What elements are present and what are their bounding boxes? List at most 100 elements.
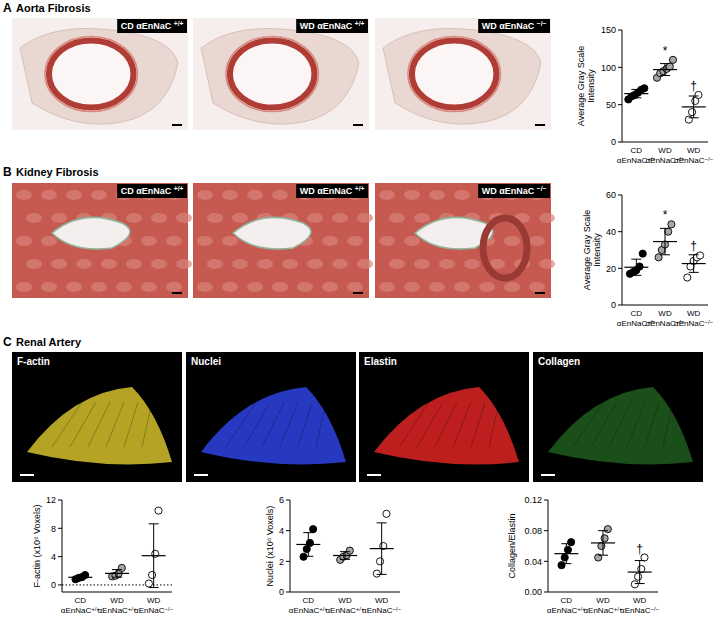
texture	[307, 213, 323, 223]
chart: 0204060Average Gray ScaleIntensityCDαEnN…	[582, 190, 714, 328]
texture	[332, 213, 348, 223]
texture	[454, 190, 470, 200]
error-cap	[561, 543, 571, 544]
micrograph	[186, 352, 356, 482]
texture	[307, 259, 323, 269]
category-line: WD	[687, 146, 701, 155]
texture	[332, 259, 348, 269]
error-bar	[689, 255, 699, 273]
error-cap	[561, 563, 571, 564]
texture	[70, 402, 96, 447]
y-tick-label: 0	[611, 300, 616, 310]
data-point	[688, 109, 695, 116]
image-label-box	[117, 184, 187, 198]
error-stem	[639, 561, 640, 584]
y-tick	[618, 195, 622, 196]
y-axis	[622, 30, 623, 142]
error-stem	[566, 544, 567, 564]
texture	[101, 259, 117, 269]
texture	[453, 402, 471, 447]
image-label-box	[478, 19, 550, 33]
texture	[207, 259, 223, 269]
y-tick	[58, 500, 62, 501]
error-cap	[631, 275, 641, 276]
vessel-signal	[201, 387, 346, 464]
texture	[166, 282, 182, 292]
aorta-wall	[412, 40, 496, 107]
chart: 0246Nuclei (x10⁶ Voxels)CDαEnNaC+/+WDαEn…	[265, 495, 402, 615]
data-point	[696, 252, 703, 259]
scale-bar	[353, 292, 363, 294]
image-label-box	[296, 19, 368, 33]
marks	[68, 507, 165, 588]
texture	[176, 259, 192, 269]
data-point	[383, 510, 390, 517]
label-part: αEnNaC	[134, 606, 165, 615]
category-line: αEnNaC−/−	[362, 606, 402, 616]
texture	[226, 402, 256, 447]
error-bar	[631, 259, 641, 275]
data-point	[665, 228, 672, 235]
micrograph	[12, 18, 188, 130]
x-axis	[290, 592, 400, 593]
label-part: αEnNaC	[617, 156, 648, 165]
category-label: WDαEnNaC−/−	[620, 596, 660, 615]
significance-mark: †	[636, 542, 643, 556]
y-tick	[544, 592, 548, 593]
category-line: CD	[631, 309, 643, 318]
category-label: CDαEnNaC+/+	[547, 596, 587, 615]
category-line: WD	[338, 596, 352, 605]
genotype-superscript: −/−	[705, 319, 714, 325]
data-point	[145, 580, 152, 587]
error-cap	[149, 587, 159, 588]
image-background	[533, 352, 703, 482]
texture	[479, 282, 495, 292]
texture	[176, 213, 192, 223]
texture	[322, 236, 338, 246]
data-point	[641, 85, 648, 92]
texture	[232, 213, 248, 223]
texture	[257, 259, 273, 269]
y-axis-label: Intensity	[592, 233, 602, 267]
label-part: CD αEnNaC	[121, 21, 174, 31]
category-line: αEnNaC+/+	[289, 606, 329, 616]
texture	[529, 236, 545, 246]
texture	[51, 213, 67, 223]
data-point	[346, 547, 353, 554]
error-cap	[303, 556, 313, 557]
panel-letter: A	[3, 1, 12, 15]
error-bar	[660, 228, 670, 254]
category-label: WDαEnNaC−/−	[674, 309, 714, 328]
texture	[379, 190, 395, 200]
texture	[244, 402, 270, 447]
y-tick-label: 12	[46, 495, 56, 505]
y-tick	[618, 142, 622, 143]
texture	[151, 259, 167, 269]
error-cap	[303, 532, 313, 533]
error-stem	[308, 533, 309, 557]
aorta-wall	[49, 40, 133, 107]
error-stem	[665, 64, 666, 76]
texture	[88, 402, 110, 447]
label-part: αEnNaC	[674, 156, 705, 165]
texture	[357, 259, 373, 269]
data-point	[684, 274, 691, 281]
y-tick-label: 0.08	[524, 526, 542, 536]
error-stem	[636, 259, 637, 275]
texture	[232, 259, 248, 269]
x-axis	[622, 142, 708, 143]
label-part: αEnNaC	[617, 319, 648, 328]
error-bar	[340, 552, 350, 560]
image-label: F-actin	[17, 356, 50, 367]
image-label-box	[117, 19, 187, 33]
error-cap	[340, 551, 350, 552]
error-cap	[689, 117, 699, 118]
texture	[529, 282, 545, 292]
error-cap	[112, 569, 122, 570]
y-tick	[58, 556, 62, 557]
texture	[429, 190, 445, 200]
texture	[404, 236, 420, 246]
category-line: CD	[561, 596, 573, 605]
data-point	[685, 116, 692, 123]
error-bar	[660, 64, 670, 76]
